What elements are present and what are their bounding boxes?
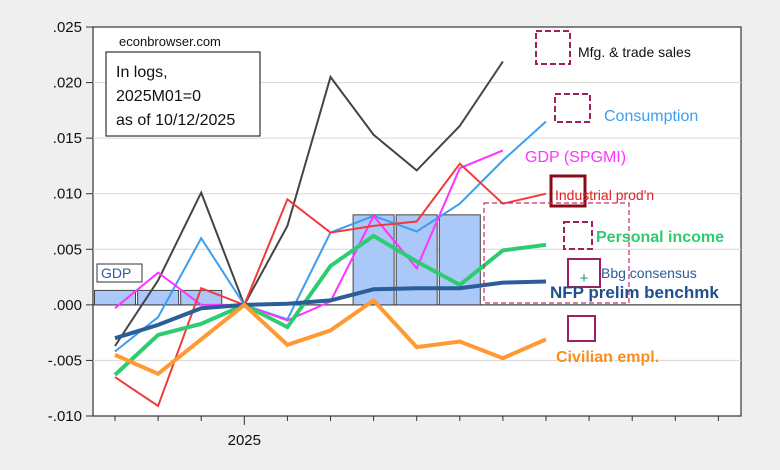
annotations: econbrowser.com In logs, 2025M01=0 as of… <box>96 30 724 366</box>
series-line-gdp-spgmi- <box>114 149 504 322</box>
gdp-label-box <box>96 263 143 283</box>
label-industrial-prodn: Industrial prod'n <box>555 187 654 203</box>
gdp-bar <box>137 289 180 306</box>
gdp-bar <box>180 289 223 306</box>
y-tick-label: -.010 <box>48 408 82 425</box>
y-tick-label: .010 <box>53 186 82 203</box>
series-line-civilian-empl- <box>114 297 547 377</box>
forecast-region <box>483 202 630 304</box>
annotation-line-3: as of 10/12/2025 <box>116 112 235 129</box>
label-nfp-prelim-benchmk: NFP prelim benchmk <box>550 283 719 302</box>
ip-marker <box>549 174 587 208</box>
label-consumption: Consumption <box>604 108 698 125</box>
y-tick-label: .025 <box>53 19 82 36</box>
annotation-line-2: 2025M01=0 <box>116 88 201 105</box>
y-axis: .025 .020 .015 .010 .005 .000 -.005 -.010 <box>48 19 93 425</box>
source-note: econbrowser.com <box>119 34 221 49</box>
pi-marker <box>563 221 593 250</box>
y-tick-label: -.005 <box>48 352 82 369</box>
series-line-nfp-prelim-benchmk <box>114 279 547 341</box>
label-personal-income: Personal income <box>596 229 724 246</box>
series-line-mfg-trade-sales <box>114 60 504 347</box>
bbg-marker <box>567 258 601 288</box>
label-mfg-trade-sales: Mfg. & trade sales <box>578 44 691 60</box>
y-tick-label: .015 <box>53 130 82 147</box>
gdp-label: GDP <box>101 265 131 281</box>
series-lines <box>113 60 547 408</box>
annotation-line-1: In logs, <box>116 64 168 81</box>
civ-marker <box>567 315 596 342</box>
mfg-marker <box>535 30 571 65</box>
series-line-personal-income <box>113 233 547 377</box>
y-tick-label: .005 <box>53 241 82 258</box>
y-tick-label: .000 <box>53 297 82 314</box>
label-gdp-spgmi: GDP (SPGMI) <box>525 149 626 166</box>
label-civilian-empl: Civilian empl. <box>556 349 659 366</box>
annotation-box <box>105 51 261 137</box>
x-tick-label: 2025 <box>228 432 261 449</box>
gdp-bar <box>94 289 136 306</box>
consumption-marker <box>554 93 591 123</box>
gdp-bar <box>438 214 481 306</box>
label-bbg-consensus: Bbg consensus <box>601 265 697 281</box>
y-tick-label: .020 <box>53 75 82 92</box>
x-axis: 2025 <box>114 416 719 449</box>
bbg-plus-icon: + <box>580 270 589 287</box>
